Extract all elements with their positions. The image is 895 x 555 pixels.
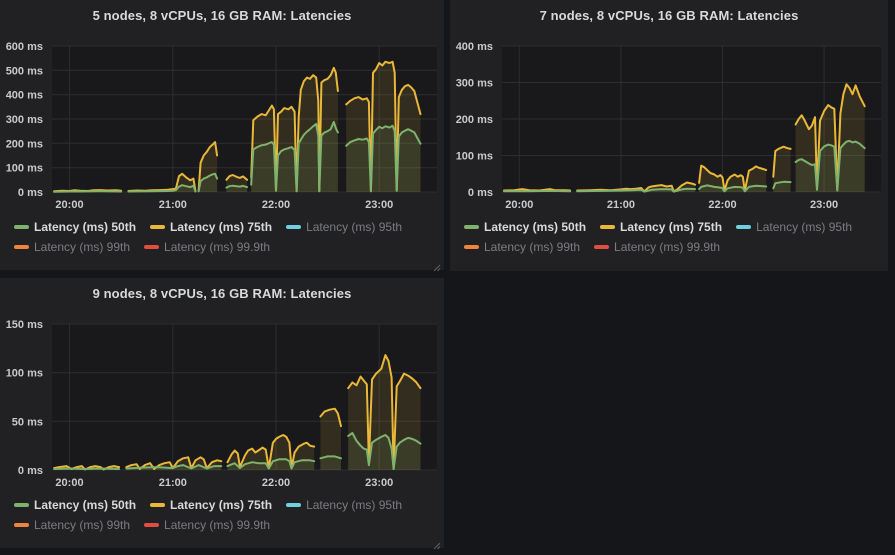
x-tick-label: 21:00 xyxy=(159,199,187,211)
series-line-50th xyxy=(54,191,121,192)
y-tick-label: 500 ms xyxy=(6,65,43,77)
latency-chart-svg[interactable]: 0 ms 100 ms 200 ms 300 ms 400 ms 500 ms 600 ms… xyxy=(0,30,444,212)
legend-series-label: Latency (ms) 75th xyxy=(170,498,272,512)
panel-resize-handle-icon[interactable] xyxy=(433,537,441,545)
panel-legend: Latency (ms) 50th Latency (ms) 75th Latenc… xyxy=(450,212,888,254)
legend-series-swatch xyxy=(150,503,165,507)
legend-item-99th[interactable]: Latency (ms) 99th xyxy=(14,518,130,532)
x-tick-label: 20:00 xyxy=(505,199,533,211)
panel-latencies-9-nodes: 9 nodes, 8 vCPUs, 16 GB RAM: Latencies 0… xyxy=(0,278,444,548)
x-tick-label: 21:00 xyxy=(607,199,635,211)
legend-series-swatch xyxy=(464,225,479,229)
legend-series-label: Latency (ms) 50th xyxy=(484,220,586,234)
legend-item-75th[interactable]: Latency (ms) 75th xyxy=(150,498,272,512)
y-tick-label: 0 ms xyxy=(18,465,43,477)
legend-series-swatch xyxy=(144,245,159,249)
y-tick-label: 100 ms xyxy=(456,151,493,163)
legend-series-label: Latency (ms) 99.9th xyxy=(164,518,270,532)
legend-series-swatch xyxy=(286,503,301,507)
legend-item-99.9th[interactable]: Latency (ms) 99.9th xyxy=(594,240,720,254)
panel-title[interactable]: 9 nodes, 8 vCPUs, 16 GB RAM: Latencies xyxy=(0,278,444,308)
latency-chart-svg[interactable]: 0 ms 50 ms 100 ms 150 ms 20:00 21:00 22:00 23:0… xyxy=(0,308,444,490)
legend-series-swatch xyxy=(736,225,751,229)
y-tick-label: 400 ms xyxy=(456,41,493,53)
legend-series-label: Latency (ms) 75th xyxy=(170,220,272,234)
x-tick-label: 22:00 xyxy=(262,199,290,211)
legend-item-99.9th[interactable]: Latency (ms) 99.9th xyxy=(144,240,270,254)
legend-series-swatch xyxy=(144,523,159,527)
legend-series-label: Latency (ms) 99th xyxy=(34,240,130,254)
legend-series-label: Latency (ms) 75th xyxy=(620,220,722,234)
latency-chart[interactable]: 0 ms 100 ms 200 ms 300 ms 400 ms 500 ms 600 ms… xyxy=(0,30,444,212)
legend-item-75th[interactable]: Latency (ms) 75th xyxy=(600,220,722,234)
y-tick-label: 400 ms xyxy=(6,90,43,102)
legend-series-label: Latency (ms) 95th xyxy=(306,220,402,234)
legend-item-95th[interactable]: Latency (ms) 95th xyxy=(286,220,402,234)
panel-resize-handle-icon[interactable] xyxy=(433,259,441,267)
legend-series-label: Latency (ms) 99th xyxy=(484,240,580,254)
latency-chart[interactable]: 0 ms 100 ms 200 ms 300 ms 400 ms 20:00 21:00 22… xyxy=(450,30,888,212)
y-tick-label: 200 ms xyxy=(6,138,43,150)
y-tick-label: 150 ms xyxy=(6,319,43,331)
legend-series-swatch xyxy=(14,503,29,507)
y-tick-label: 100 ms xyxy=(6,368,43,380)
y-tick-label: 600 ms xyxy=(6,41,43,53)
y-tick-label: 200 ms xyxy=(456,114,493,126)
legend-item-99.9th[interactable]: Latency (ms) 99.9th xyxy=(144,518,270,532)
legend-item-99th[interactable]: Latency (ms) 99th xyxy=(14,240,130,254)
x-tick-label: 20:00 xyxy=(55,477,83,489)
latency-chart[interactable]: 0 ms 50 ms 100 ms 150 ms 20:00 21:00 22:00 23:0… xyxy=(0,308,444,490)
legend-series-swatch xyxy=(594,245,609,249)
legend-series-label: Latency (ms) 99.9th xyxy=(164,240,270,254)
legend-series-swatch xyxy=(464,245,479,249)
legend-series-swatch xyxy=(14,225,29,229)
legend-series-label: Latency (ms) 50th xyxy=(34,220,136,234)
x-tick-label: 23:00 xyxy=(365,477,393,489)
legend-series-swatch xyxy=(150,225,165,229)
panel-title[interactable]: 5 nodes, 8 vCPUs, 16 GB RAM: Latencies xyxy=(0,0,444,30)
legend-series-swatch xyxy=(286,225,301,229)
legend-item-75th[interactable]: Latency (ms) 75th xyxy=(150,220,272,234)
series-line-50th xyxy=(54,469,119,470)
x-tick-label: 22:00 xyxy=(708,199,736,211)
x-tick-label: 23:00 xyxy=(810,199,838,211)
legend-series-label: Latency (ms) 95th xyxy=(756,220,852,234)
legend-item-50th[interactable]: Latency (ms) 50th xyxy=(464,220,586,234)
legend-series-label: Latency (ms) 99th xyxy=(34,518,130,532)
latency-chart-svg[interactable]: 0 ms 100 ms 200 ms 300 ms 400 ms 20:00 21:00 22… xyxy=(450,30,888,212)
panel-latencies-5-nodes: 5 nodes, 8 vCPUs, 16 GB RAM: Latencies 0… xyxy=(0,0,444,270)
x-tick-label: 20:00 xyxy=(55,199,83,211)
y-tick-label: 300 ms xyxy=(456,78,493,90)
x-tick-label: 22:00 xyxy=(262,477,290,489)
legend-series-label: Latency (ms) 50th xyxy=(34,498,136,512)
panel-legend: Latency (ms) 50th Latency (ms) 75th Latenc… xyxy=(0,212,444,254)
legend-series-swatch xyxy=(600,225,615,229)
y-tick-label: 0 ms xyxy=(468,187,493,199)
y-tick-label: 100 ms xyxy=(6,163,43,175)
legend-series-swatch xyxy=(14,523,29,527)
legend-item-50th[interactable]: Latency (ms) 50th xyxy=(14,220,136,234)
panel-title[interactable]: 7 nodes, 8 vCPUs, 16 GB RAM: Latencies xyxy=(450,0,888,30)
x-tick-label: 21:00 xyxy=(159,477,187,489)
legend-series-label: Latency (ms) 95th xyxy=(306,498,402,512)
y-tick-label: 50 ms xyxy=(12,416,43,428)
legend-item-99th[interactable]: Latency (ms) 99th xyxy=(464,240,580,254)
legend-item-95th[interactable]: Latency (ms) 95th xyxy=(286,498,402,512)
x-tick-label: 23:00 xyxy=(365,199,393,211)
panel-legend: Latency (ms) 50th Latency (ms) 75th Latenc… xyxy=(0,490,444,532)
y-tick-label: 300 ms xyxy=(6,114,43,126)
legend-item-95th[interactable]: Latency (ms) 95th xyxy=(736,220,852,234)
legend-series-swatch xyxy=(14,245,29,249)
legend-item-50th[interactable]: Latency (ms) 50th xyxy=(14,498,136,512)
legend-series-label: Latency (ms) 99.9th xyxy=(614,240,720,254)
y-tick-label: 0 ms xyxy=(18,187,43,199)
panel-latencies-7-nodes: 7 nodes, 8 vCPUs, 16 GB RAM: Latencies 0… xyxy=(450,0,888,271)
